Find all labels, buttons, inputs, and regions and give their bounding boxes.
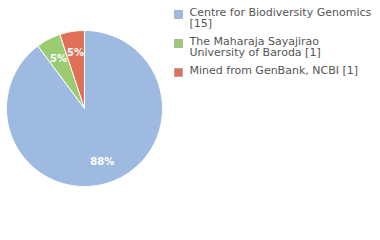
svg-text:Mined from GenBank, NCBI [1]: Mined from GenBank, NCBI [1] bbox=[190, 64, 359, 77]
svg-text:The Maharaja SayajiraoUniversi: The Maharaja SayajiraoUniversity of Baro… bbox=[189, 35, 321, 59]
svg-text:5%: 5% bbox=[67, 47, 84, 58]
svg-text:88%: 88% bbox=[90, 156, 114, 167]
svg-text:5%: 5% bbox=[50, 53, 67, 64]
svg-text:Centre for Biodiversity Genomi: Centre for Biodiversity Genomics[15] bbox=[190, 6, 372, 30]
